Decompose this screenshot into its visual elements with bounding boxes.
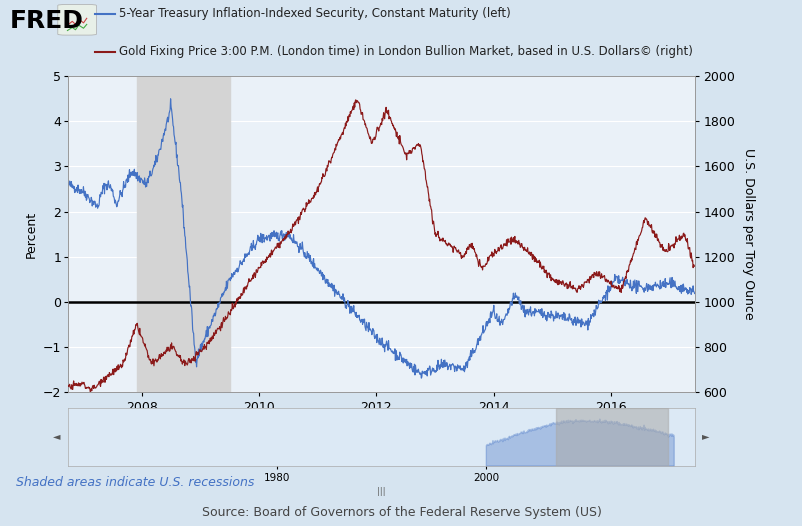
Text: Shaded areas indicate U.S. recessions: Shaded areas indicate U.S. recessions bbox=[16, 476, 254, 489]
Text: Gold Fixing Price 3:00 P.M. (London time) in London Bullion Market, based in U.S: Gold Fixing Price 3:00 P.M. (London time… bbox=[119, 45, 692, 58]
Text: Source: Board of Governors of the Federal Reserve System (US): Source: Board of Governors of the Federa… bbox=[201, 506, 601, 519]
Y-axis label: U.S. Dollars per Troy Ounce: U.S. Dollars per Troy Ounce bbox=[741, 148, 754, 320]
Text: FRED: FRED bbox=[10, 9, 83, 33]
Bar bbox=[137, 76, 229, 392]
Bar bbox=[556, 408, 666, 466]
Y-axis label: Percent: Percent bbox=[24, 210, 38, 258]
FancyBboxPatch shape bbox=[58, 5, 96, 35]
Text: |||: ||| bbox=[377, 487, 385, 496]
Text: 5-Year Treasury Inflation-Indexed Security, Constant Maturity (left): 5-Year Treasury Inflation-Indexed Securi… bbox=[119, 7, 510, 20]
Text: ►: ► bbox=[701, 431, 709, 442]
Text: ◄: ◄ bbox=[53, 431, 61, 442]
